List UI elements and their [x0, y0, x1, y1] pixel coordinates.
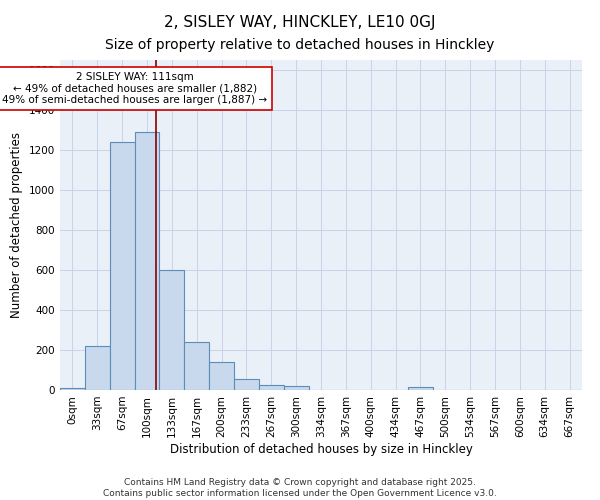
Y-axis label: Number of detached properties: Number of detached properties [10, 132, 23, 318]
Text: 2, SISLEY WAY, HINCKLEY, LE10 0GJ: 2, SISLEY WAY, HINCKLEY, LE10 0GJ [164, 15, 436, 30]
X-axis label: Distribution of detached houses by size in Hinckley: Distribution of detached houses by size … [170, 442, 472, 456]
Bar [134, 132, 160, 390]
Bar [85, 346, 110, 390]
Text: 2 SISLEY WAY: 111sqm
← 49% of detached houses are smaller (1,882)
49% of semi-de: 2 SISLEY WAY: 111sqm ← 49% of detached h… [2, 72, 267, 105]
Bar [160, 270, 184, 390]
Bar [60, 388, 85, 390]
Bar [209, 362, 234, 390]
Bar [234, 379, 259, 390]
Bar [110, 142, 134, 390]
Bar [184, 342, 209, 390]
Bar [408, 387, 433, 390]
Text: Contains HM Land Registry data © Crown copyright and database right 2025.
Contai: Contains HM Land Registry data © Crown c… [103, 478, 497, 498]
Bar [259, 385, 284, 390]
Bar [284, 386, 308, 390]
Text: Size of property relative to detached houses in Hinckley: Size of property relative to detached ho… [106, 38, 494, 52]
